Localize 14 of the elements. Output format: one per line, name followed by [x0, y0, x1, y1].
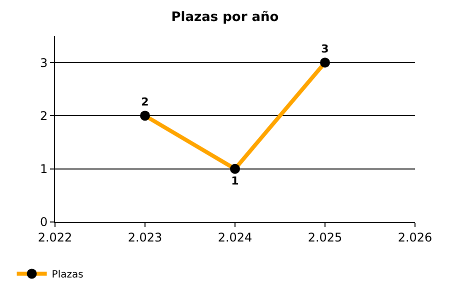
data-label: 3 [321, 42, 329, 56]
x-tick-label: 2.025 [308, 230, 342, 244]
y-tick-label: 2 [40, 108, 48, 123]
x-tick-label: 2.023 [128, 230, 162, 244]
data-label: 1 [231, 174, 239, 188]
y-tick-label: 3 [40, 56, 48, 70]
y-tick-label: 0 [40, 215, 48, 230]
chart-title: Plazas por año [171, 10, 279, 26]
x-tick-label: 2.024 [218, 230, 252, 244]
x-tick-label: 2.022 [38, 230, 72, 244]
legend-label: Plazas [52, 270, 84, 281]
data-label: 2 [141, 96, 149, 109]
x-tick-label: 2.026 [398, 230, 432, 244]
y-tick-label: 1 [40, 162, 48, 176]
